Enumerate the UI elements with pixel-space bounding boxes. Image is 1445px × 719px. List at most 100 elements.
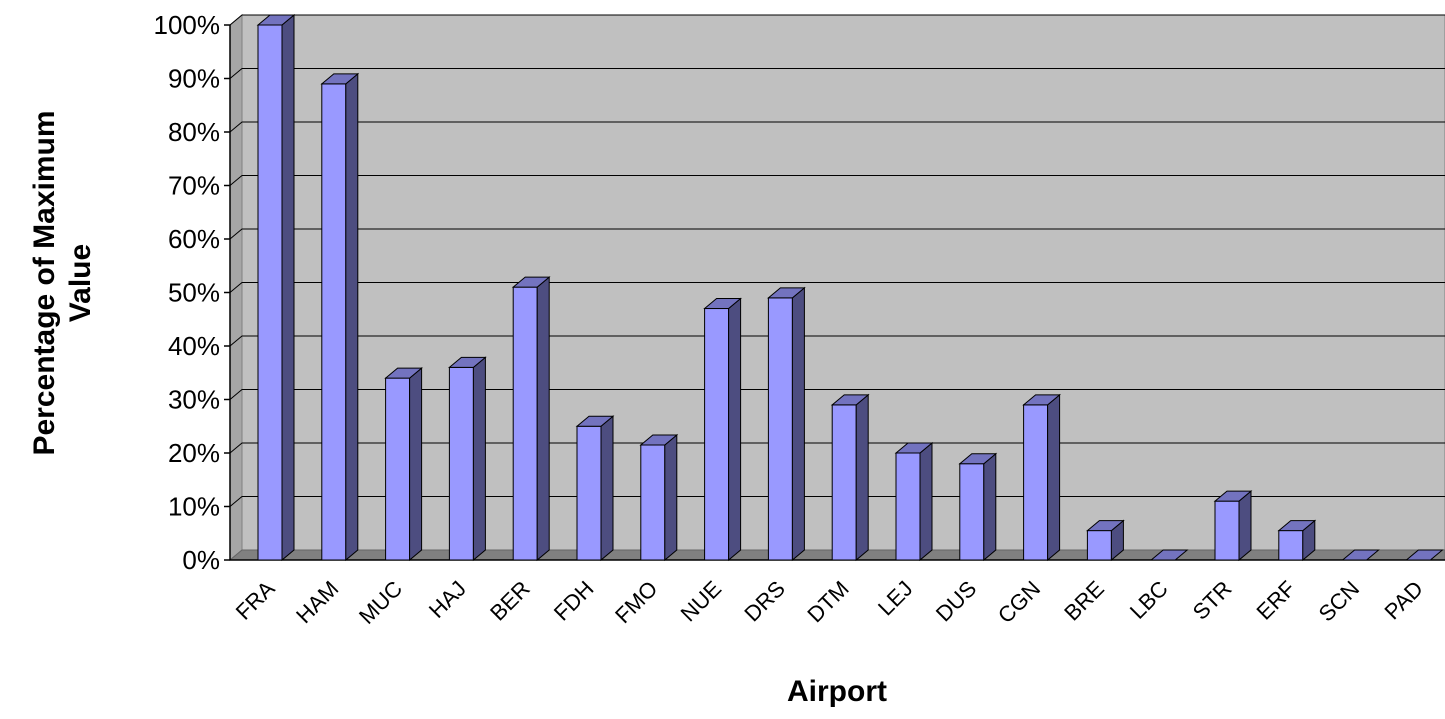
- bar-side: [345, 72, 359, 562]
- bar-top: [575, 415, 615, 427]
- bar-side: [728, 297, 742, 562]
- x-tick-label: FDH: [549, 576, 599, 626]
- y-tick-label: 20%: [168, 438, 220, 468]
- x-tick-label: DRS: [739, 576, 790, 627]
- y-axis-label-line-1: Percentage of Maximum: [28, 110, 61, 455]
- x-tick-label: LBC: [1125, 576, 1173, 624]
- y-axis-label-line-2: Value: [64, 244, 97, 322]
- bar-nue: [703, 297, 742, 562]
- x-tick-label: PAD: [1379, 576, 1428, 625]
- bar-front: [640, 444, 666, 561]
- bar-side: [281, 13, 295, 562]
- bar-top: [448, 356, 487, 368]
- gridline: [229, 228, 1445, 240]
- y-tick-label: 90%: [168, 64, 220, 94]
- y-tick-label: 60%: [168, 224, 220, 254]
- bar-top: [830, 394, 870, 406]
- bar-front: [767, 297, 793, 561]
- bar-dtm: [830, 393, 870, 562]
- bar-front: [1086, 530, 1112, 561]
- x-tick-label: LEJ: [873, 576, 917, 620]
- x-tick-label: FRA: [231, 576, 280, 625]
- bar-top: [703, 298, 742, 310]
- bar-front: [385, 377, 411, 561]
- bar-top: [1277, 520, 1317, 532]
- bar-cgn: [1022, 393, 1061, 562]
- bar-front: [959, 463, 985, 561]
- x-tick-label: STR: [1188, 576, 1237, 625]
- bars: [256, 13, 1444, 562]
- gridline: [229, 68, 1445, 79]
- gridline: [229, 121, 1445, 133]
- bar-str: [1213, 490, 1253, 562]
- x-tick-label: HAM: [291, 576, 343, 628]
- y-axis-ticks: 0% 10% 20% 30% 40% 50% 60% 70% 80% 90% 100%: [154, 10, 230, 575]
- bar-ber: [511, 276, 551, 562]
- bar-front: [257, 24, 283, 561]
- bar-side: [600, 415, 614, 562]
- x-tick-label: FMO: [610, 576, 662, 628]
- bar-front: [512, 286, 538, 561]
- bar-top: [1149, 549, 1189, 561]
- y-tick-label: 70%: [168, 171, 220, 201]
- x-tick-label: NUE: [676, 576, 727, 627]
- bar-erf: [1277, 519, 1317, 562]
- x-tick-label: ERF: [1252, 576, 1301, 625]
- y-tick-label: 100%: [154, 10, 221, 40]
- bar-top: [384, 367, 423, 379]
- bar-front: [448, 366, 474, 561]
- gridline: [229, 175, 1445, 186]
- bar-side: [472, 356, 486, 562]
- bar-front: [576, 425, 602, 561]
- bar-top: [1405, 549, 1444, 561]
- bar-side: [409, 367, 423, 562]
- x-tick-label: DUS: [931, 576, 982, 627]
- bar-pad: [1405, 549, 1444, 561]
- bar-side: [791, 286, 805, 562]
- bar-dus: [958, 452, 998, 562]
- bar-front: [704, 308, 730, 561]
- y-tick-label: 80%: [168, 117, 220, 147]
- bar-side: [1047, 393, 1061, 562]
- bar-lbc: [1149, 549, 1189, 561]
- bar-side: [1238, 490, 1252, 562]
- bar-fmo: [639, 433, 679, 562]
- gridline: [229, 282, 1445, 293]
- bar-scn: [1341, 549, 1380, 561]
- x-tick-label: DTM: [802, 576, 853, 627]
- x-tick-label: BER: [485, 576, 535, 626]
- bar-top: [1022, 394, 1061, 406]
- bar-top: [958, 453, 998, 465]
- x-tick-label: HAJ: [424, 576, 471, 623]
- bar-side: [536, 276, 550, 562]
- y-tick-label: 0%: [182, 545, 220, 575]
- bar-lej: [894, 441, 934, 562]
- y-tick-label: 40%: [168, 331, 220, 361]
- bar-top: [894, 442, 934, 454]
- bar-ham: [320, 72, 360, 562]
- gridline: [229, 335, 1445, 347]
- bar-front: [831, 404, 857, 561]
- bar-haj: [448, 356, 487, 562]
- bar-top: [256, 14, 296, 26]
- x-tick-label: CGN: [993, 576, 1045, 628]
- bar-muc: [384, 367, 423, 562]
- x-axis-label: Airport: [787, 675, 887, 708]
- bar-top: [1341, 549, 1380, 561]
- bar-top: [639, 434, 679, 446]
- x-tick-label: MUC: [354, 576, 407, 629]
- bar-side: [855, 393, 869, 562]
- bar-top: [511, 276, 551, 288]
- bar-drs: [767, 286, 806, 562]
- bar-front: [1278, 530, 1304, 561]
- gridline: [229, 14, 1445, 26]
- x-axis-ticks: FRA HAM MUC HAJ BER FDH FMO NUE DRS DTM LEJ DUS CGN B…: [231, 576, 1428, 629]
- bar-side: [664, 433, 678, 562]
- bar-side: [919, 441, 933, 562]
- bar-front: [1214, 500, 1240, 561]
- bar-fdh: [575, 415, 615, 562]
- bar-top: [767, 287, 806, 299]
- bar-bre: [1086, 519, 1125, 562]
- x-tick-label: BRE: [1059, 576, 1109, 626]
